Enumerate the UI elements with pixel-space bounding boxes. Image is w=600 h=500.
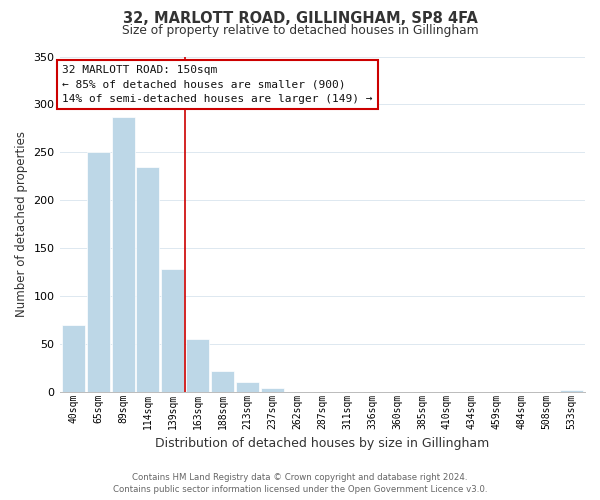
Bar (136, 166, 160, 392)
Bar (112, 117, 134, 392)
Y-axis label: Number of detached properties: Number of detached properties (15, 132, 28, 318)
Bar (236, 382, 259, 392)
Text: 32, MARLOTT ROAD, GILLINGHAM, SP8 4FA: 32, MARLOTT ROAD, GILLINGHAM, SP8 4FA (122, 11, 478, 26)
Bar (186, 340, 209, 392)
Text: Size of property relative to detached houses in Gillingham: Size of property relative to detached ho… (122, 24, 478, 37)
X-axis label: Distribution of detached houses by size in Gillingham: Distribution of detached houses by size … (155, 437, 490, 450)
Text: 32 MARLOTT ROAD: 150sqm
← 85% of detached houses are smaller (900)
14% of semi-d: 32 MARLOTT ROAD: 150sqm ← 85% of detache… (62, 65, 373, 104)
Bar (62, 325, 85, 392)
Text: Contains HM Land Registry data © Crown copyright and database right 2024.
Contai: Contains HM Land Registry data © Crown c… (113, 472, 487, 494)
Bar (86, 152, 110, 392)
Bar (261, 388, 284, 392)
Bar (161, 270, 184, 392)
Bar (560, 390, 583, 392)
Bar (211, 371, 234, 392)
